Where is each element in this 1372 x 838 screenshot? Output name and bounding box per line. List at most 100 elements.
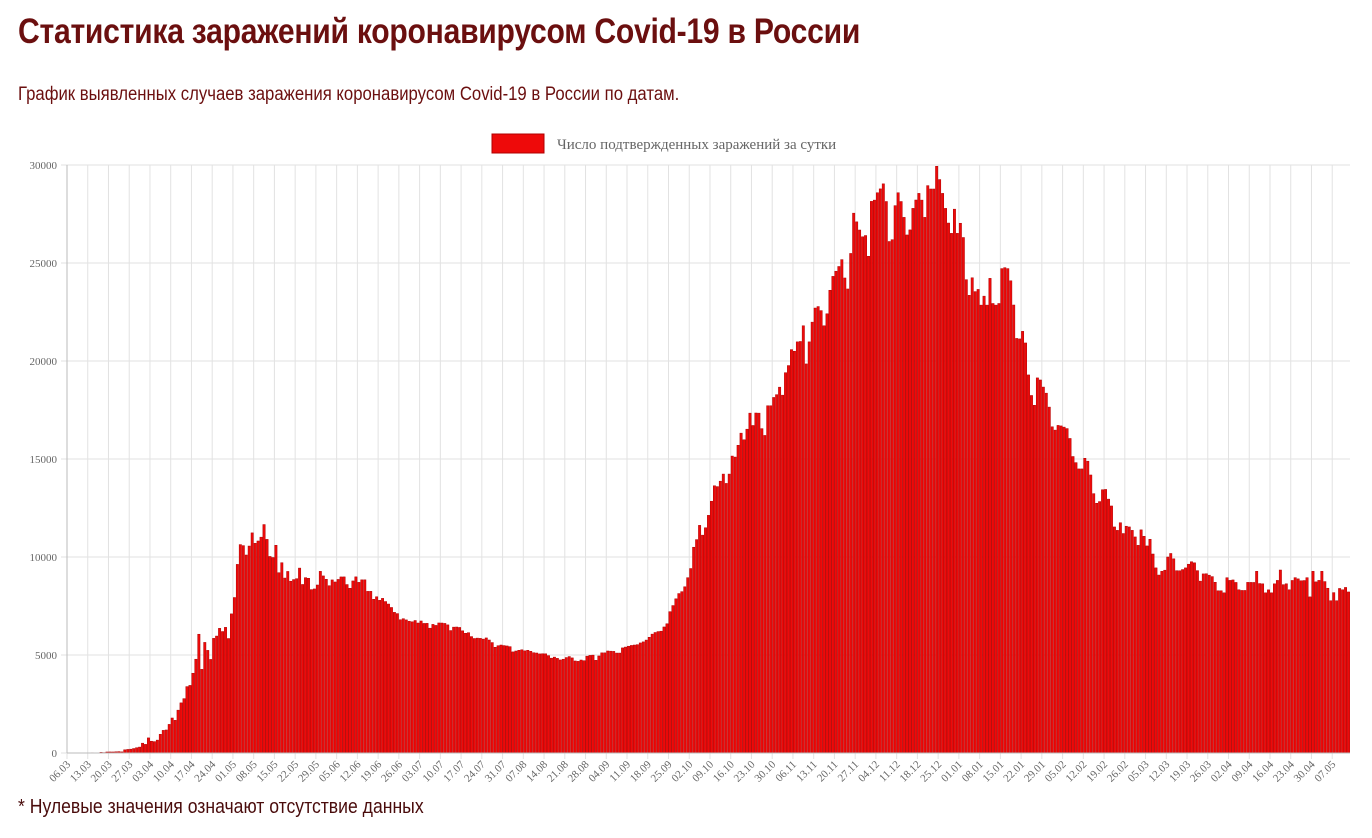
- bar[interactable]: [1270, 592, 1273, 754]
- bar[interactable]: [345, 584, 349, 754]
- bar[interactable]: [715, 486, 719, 754]
- bar[interactable]: [158, 734, 162, 754]
- bar[interactable]: [360, 579, 364, 754]
- bar[interactable]: [1305, 577, 1309, 754]
- bar[interactable]: [867, 255, 870, 754]
- bar[interactable]: [1207, 574, 1211, 754]
- bar[interactable]: [837, 266, 841, 754]
- bar[interactable]: [603, 652, 607, 754]
- bar[interactable]: [858, 229, 862, 754]
- bar[interactable]: [1033, 405, 1036, 754]
- bar[interactable]: [707, 515, 710, 754]
- bar[interactable]: [825, 313, 829, 754]
- bar[interactable]: [944, 208, 947, 754]
- bar[interactable]: [695, 539, 699, 754]
- bar[interactable]: [1258, 583, 1262, 754]
- bar[interactable]: [487, 639, 491, 754]
- bar[interactable]: [464, 633, 467, 754]
- bar[interactable]: [230, 613, 233, 754]
- bar[interactable]: [490, 642, 494, 754]
- bar[interactable]: [1344, 587, 1347, 754]
- bar[interactable]: [1246, 582, 1250, 754]
- bar[interactable]: [256, 540, 260, 754]
- bar[interactable]: [816, 306, 820, 754]
- bar[interactable]: [333, 581, 337, 754]
- bar[interactable]: [147, 737, 150, 754]
- bar[interactable]: [712, 485, 716, 754]
- bar[interactable]: [1249, 582, 1253, 754]
- bar[interactable]: [792, 350, 796, 754]
- bar[interactable]: [1181, 569, 1185, 754]
- bar[interactable]: [861, 236, 865, 754]
- bar[interactable]: [461, 630, 464, 754]
- bar[interactable]: [736, 445, 740, 754]
- bar[interactable]: [576, 661, 580, 754]
- bar[interactable]: [567, 656, 571, 754]
- bar[interactable]: [923, 217, 927, 754]
- bar[interactable]: [538, 653, 542, 754]
- bar[interactable]: [262, 524, 266, 754]
- bar[interactable]: [1308, 596, 1312, 754]
- bar[interactable]: [520, 649, 524, 754]
- bar[interactable]: [292, 579, 296, 754]
- bar[interactable]: [1195, 570, 1199, 754]
- bar[interactable]: [1341, 589, 1345, 754]
- bar[interactable]: [920, 199, 924, 754]
- bar[interactable]: [1175, 570, 1179, 754]
- bar[interactable]: [312, 588, 316, 754]
- bar[interactable]: [724, 483, 728, 754]
- bar[interactable]: [475, 637, 479, 754]
- bar[interactable]: [496, 645, 500, 754]
- bar[interactable]: [315, 584, 319, 754]
- bar[interactable]: [555, 658, 559, 754]
- bar[interactable]: [129, 748, 133, 754]
- bar[interactable]: [878, 188, 882, 754]
- bar[interactable]: [558, 659, 562, 754]
- bar[interactable]: [550, 657, 553, 754]
- bar[interactable]: [544, 653, 547, 754]
- bar[interactable]: [138, 746, 142, 754]
- bar[interactable]: [763, 435, 767, 754]
- bar[interactable]: [289, 580, 293, 754]
- bar[interactable]: [369, 591, 373, 754]
- bar[interactable]: [467, 632, 470, 754]
- bar[interactable]: [721, 473, 725, 754]
- bar[interactable]: [1255, 571, 1259, 754]
- bar[interactable]: [1184, 567, 1187, 754]
- bar[interactable]: [209, 659, 213, 754]
- bar[interactable]: [926, 185, 930, 754]
- bar[interactable]: [798, 341, 802, 754]
- bar[interactable]: [686, 577, 690, 754]
- legend[interactable]: Число подтвержденных заражений за сутки: [491, 133, 836, 154]
- bar[interactable]: [864, 235, 867, 754]
- bar[interactable]: [318, 571, 322, 754]
- bar[interactable]: [1172, 558, 1176, 754]
- bar[interactable]: [985, 304, 989, 754]
- bar[interactable]: [310, 589, 313, 754]
- bar[interactable]: [810, 321, 814, 754]
- bar[interactable]: [330, 579, 334, 754]
- bar[interactable]: [1136, 545, 1140, 754]
- bar[interactable]: [1210, 576, 1214, 754]
- bar[interactable]: [988, 278, 992, 754]
- bar[interactable]: [167, 724, 171, 754]
- bar[interactable]: [890, 239, 894, 754]
- bar[interactable]: [1163, 569, 1167, 754]
- bar[interactable]: [532, 652, 536, 754]
- bar[interactable]: [1231, 579, 1235, 754]
- bar[interactable]: [742, 439, 746, 754]
- bar[interactable]: [244, 554, 248, 754]
- bar[interactable]: [1201, 573, 1205, 754]
- bar[interactable]: [1056, 425, 1060, 754]
- bar[interactable]: [1329, 600, 1333, 754]
- bar[interactable]: [680, 591, 684, 754]
- bar[interactable]: [523, 650, 527, 754]
- bar[interactable]: [271, 557, 275, 754]
- bar[interactable]: [1127, 526, 1131, 754]
- bar[interactable]: [470, 636, 473, 754]
- bar[interactable]: [671, 605, 675, 754]
- bar[interactable]: [875, 192, 879, 754]
- bar[interactable]: [126, 749, 130, 754]
- bar[interactable]: [1074, 462, 1078, 754]
- bar[interactable]: [238, 544, 242, 754]
